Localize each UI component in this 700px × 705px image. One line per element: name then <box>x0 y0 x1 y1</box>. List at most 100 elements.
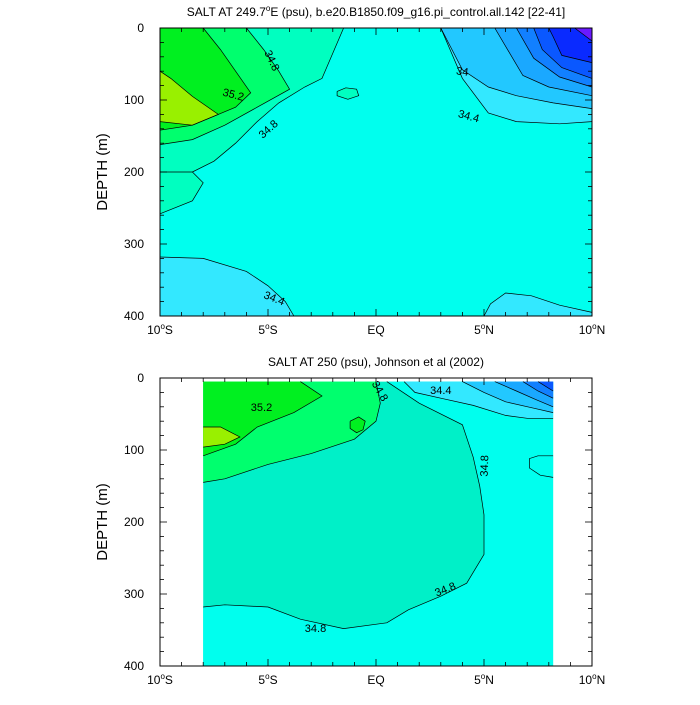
contour-label: 35.2 <box>221 87 245 104</box>
x-tick-label: EQ <box>367 323 384 337</box>
contour-line <box>336 87 360 100</box>
contour-label: 34 <box>455 65 469 79</box>
x-tick-hemisphere: N <box>485 673 494 687</box>
x-tick-number: 5 <box>474 323 481 337</box>
x-tick-label: 10oN <box>579 322 605 337</box>
x-tick-number: 10 <box>579 673 593 687</box>
x-tick-number: 10 <box>147 673 161 687</box>
panel-observations: 35.234.8 34.434.834.834.8010020030040010o… <box>94 355 605 687</box>
y-tick-label: 100 <box>124 443 144 457</box>
contour-line <box>533 27 593 79</box>
contour-label: 34.8 <box>305 623 326 635</box>
degree-sign: o <box>160 672 165 681</box>
contour-fill-34-4 <box>160 257 294 316</box>
x-tick-label: EQ <box>367 673 384 687</box>
title-text: SALT AT 250 (psu), Johnson et al (2002) <box>268 355 484 369</box>
contour-line <box>462 381 554 413</box>
x-tick-label: 5oN <box>474 322 494 337</box>
contour-line <box>574 27 593 42</box>
contour-line <box>203 426 241 448</box>
chart-title: SALT AT 250 (psu), Johnson et al (2002) <box>268 355 484 369</box>
x-tick-hemisphere: N <box>485 323 494 337</box>
contour-fill-34-6 <box>529 455 554 478</box>
x-tick-hemisphere: N <box>597 323 606 337</box>
contour-label: 34.8 <box>479 455 492 477</box>
x-tick-hemisphere: S <box>270 323 278 337</box>
y-tick-label: 400 <box>124 309 144 323</box>
y-tick-label: 400 <box>124 659 144 673</box>
x-tick-number: EQ <box>367 673 384 687</box>
contour-fill-34-8 <box>337 87 359 100</box>
contour-fill-35-4 <box>203 427 240 448</box>
y-tick-label: 300 <box>124 587 144 601</box>
x-tick-number: 10 <box>147 323 161 337</box>
contour-label: 34.4 <box>430 385 451 397</box>
degree-sign: o <box>160 322 165 331</box>
x-tick-number: EQ <box>367 323 384 337</box>
contour-line <box>159 171 204 215</box>
contour-line <box>403 381 554 419</box>
contour-line <box>440 27 593 125</box>
x-tick-number: 5 <box>474 673 481 687</box>
contour-line <box>529 455 554 478</box>
degree-sign: o <box>265 672 270 681</box>
contour-fill-34-4 <box>484 293 592 316</box>
contour-line <box>159 70 220 126</box>
contour-line <box>537 381 554 392</box>
title-text-rest: E (psu), b.e20.B1850.f09_g16.pi_control.… <box>270 5 565 19</box>
contour-line <box>160 27 344 173</box>
contour-line <box>494 381 554 408</box>
title-text: SALT AT 249.7 <box>187 5 266 19</box>
x-tick-hemisphere: S <box>165 323 173 337</box>
x-tick-hemisphere: S <box>270 673 278 687</box>
contour-line <box>159 27 291 145</box>
contour-line <box>440 27 593 109</box>
contour-fill-35-2 <box>350 416 366 433</box>
y-tick-label: 300 <box>124 237 144 251</box>
degree-sign: o <box>265 322 270 331</box>
x-tick-label: 10oN <box>579 672 605 687</box>
contour-line <box>203 381 323 457</box>
x-tick-label: 5oN <box>474 672 494 687</box>
degree-sign: o <box>481 322 486 331</box>
contour-line <box>159 256 295 317</box>
x-tick-number: 10 <box>579 323 593 337</box>
degree-sign: o <box>592 672 597 681</box>
y-axis-label: DEPTH (m) <box>94 483 111 561</box>
x-tick-label: 5oS <box>258 672 277 687</box>
contour-label: 35.2 <box>251 402 272 414</box>
contour-line <box>483 292 593 317</box>
contour-line <box>522 381 554 399</box>
contour-line <box>203 381 381 483</box>
contour-line <box>494 27 593 97</box>
contour-fill-34-6 <box>203 381 554 666</box>
degree-sign: o <box>481 672 486 681</box>
contour-fill-34-8 <box>160 172 204 214</box>
contour-line <box>349 416 366 434</box>
contour-line <box>548 27 593 63</box>
y-tick-label: 0 <box>137 371 144 385</box>
y-tick-label: 100 <box>124 93 144 107</box>
title-degree-sign: o <box>266 4 271 13</box>
x-tick-label: 10oS <box>147 322 173 337</box>
x-tick-number: 5 <box>258 673 265 687</box>
y-tick-label: 200 <box>124 165 144 179</box>
contour-label: 34.4 <box>457 108 481 125</box>
x-tick-label: 10oS <box>147 672 173 687</box>
degree-sign: o <box>592 322 597 331</box>
contour-line <box>203 381 485 629</box>
y-tick-label: 0 <box>137 21 144 35</box>
contour-fill-35-4 <box>160 71 219 126</box>
x-tick-number: 5 <box>258 323 265 337</box>
y-axis-label: DEPTH (m) <box>94 133 111 211</box>
x-tick-hemisphere: S <box>165 673 173 687</box>
y-tick-label: 200 <box>124 515 144 529</box>
x-tick-hemisphere: N <box>597 673 606 687</box>
chart-title: SALT AT 249.7oE (psu), b.e20.B1850.f09_g… <box>187 4 566 19</box>
contour-line <box>516 27 593 88</box>
x-tick-label: 5oS <box>258 322 277 337</box>
contour-fill-32-4 <box>548 28 592 63</box>
